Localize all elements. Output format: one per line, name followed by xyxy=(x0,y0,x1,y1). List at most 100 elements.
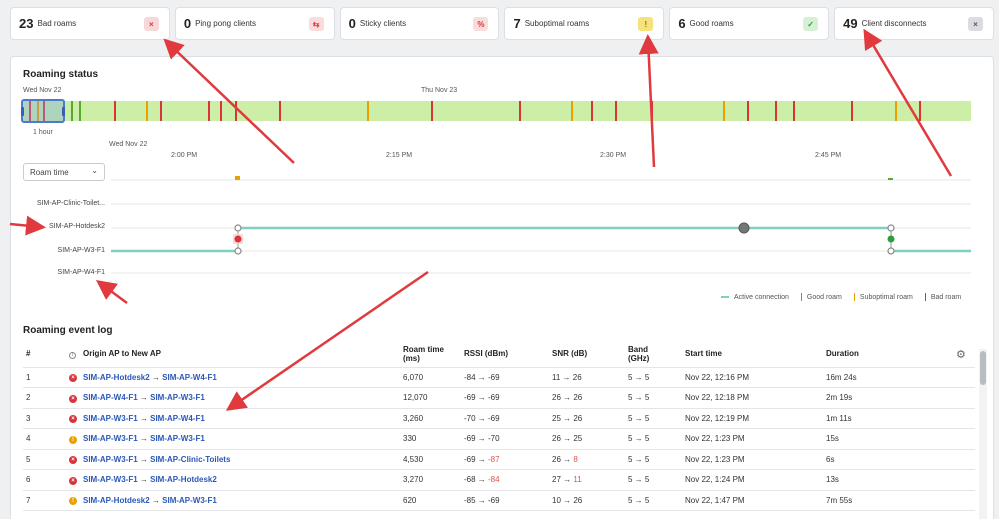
start-time-value: Nov 22, 12:16 PM xyxy=(685,367,826,388)
origin-ap-link[interactable]: SIM-AP-W3-F1 xyxy=(83,454,138,464)
roam-time-value: 4,530 xyxy=(403,449,464,470)
scrollbar-thumb[interactable] xyxy=(980,351,986,385)
event-log-table: # i Origin AP to New AP Roam time (ms) RS… xyxy=(23,341,975,511)
time-tick: 2:15 PM xyxy=(386,152,413,159)
legend-bad: Bad roam xyxy=(924,293,961,301)
table-row[interactable]: 3 × SIM-AP-W3-F1 → SIM-AP-W4-F1 3,260 -70 → … xyxy=(23,408,975,429)
timeline-window-selector[interactable] xyxy=(21,99,65,123)
snr-value: 26 → 8 xyxy=(552,449,628,470)
stat-card-sticky[interactable]: 0 Sticky clients % xyxy=(339,7,500,40)
new-ap-link[interactable]: SIM-AP-W3-F1 xyxy=(150,393,205,403)
col-num[interactable]: # xyxy=(23,341,69,368)
band-value: 5 → 5 xyxy=(628,408,685,429)
warning-icon: ! xyxy=(638,17,654,31)
rssi-value: -85 → -69 xyxy=(464,490,552,511)
time-tick: 2:00 PM xyxy=(171,152,198,159)
col-duration[interactable]: Duration xyxy=(826,341,975,368)
ap-transition[interactable]: SIM-AP-W3-F1 → SIM-AP-Hotdesk2 xyxy=(83,469,403,491)
error-icon: × xyxy=(69,408,83,429)
snr-value: 25 → 26 xyxy=(552,408,628,429)
start-time-value: Nov 22, 12:19 PM xyxy=(685,408,826,429)
row-num: 2 xyxy=(23,387,69,409)
stat-count: 0 xyxy=(183,16,192,31)
origin-ap-link[interactable]: SIM-AP-Hotdesk2 xyxy=(83,372,150,382)
snr-value: 26 → 26 xyxy=(552,387,628,409)
stat-label: Good roams xyxy=(689,19,734,28)
error-icon: × xyxy=(69,469,83,491)
start-time-value: Nov 22, 12:18 PM xyxy=(685,387,826,409)
stat-count: 6 xyxy=(678,16,686,31)
overview-timeline[interactable] xyxy=(23,101,971,121)
band-value: 5 → 5 xyxy=(628,387,685,409)
roam-time-value: 3,260 xyxy=(403,408,464,429)
disconnect-icon: × xyxy=(967,17,983,31)
gear-icon[interactable]: ⚙ xyxy=(956,349,966,361)
origin-ap-link[interactable]: SIM-AP-W3-F1 xyxy=(83,413,138,423)
col-ap[interactable]: Origin AP to New AP xyxy=(83,341,403,368)
overview-date-left: Wed Nov 22 xyxy=(23,87,62,94)
snr-value: 27 → 11 xyxy=(552,469,628,491)
warning-icon: ! xyxy=(69,490,83,511)
new-ap-link[interactable]: SIM-AP-W4-F1 xyxy=(150,413,205,423)
ap-transition[interactable]: SIM-AP-W3-F1 → SIM-AP-W3-F1 xyxy=(83,428,403,450)
col-rssi[interactable]: RSSI (dBm) xyxy=(464,341,552,368)
new-ap-link[interactable]: SIM-AP-W3-F1 xyxy=(150,434,205,444)
info-icon[interactable]: i xyxy=(69,341,83,368)
suboptimal-roam-marker xyxy=(235,176,240,180)
band-value: 5 → 5 xyxy=(628,490,685,511)
ap-transition[interactable]: SIM-AP-W3-F1 → SIM-AP-W4-F1 xyxy=(83,408,403,429)
stat-count: 23 xyxy=(19,16,34,31)
table-row[interactable]: 6 × SIM-AP-W3-F1 → SIM-AP-Hotdesk2 3,270 -68… xyxy=(23,469,975,491)
band-value: 5 → 5 xyxy=(628,367,685,388)
table-header-row: # i Origin AP to New AP Roam time (ms) RS… xyxy=(23,341,975,368)
legend-good: Good roam xyxy=(800,293,842,301)
annotation-arrow xyxy=(163,38,295,164)
stat-card-bad-roams[interactable]: 23 Bad roams × xyxy=(10,7,170,40)
stat-card-ping-pong[interactable]: 0 Ping pong clients ⇆ xyxy=(174,7,335,40)
suboptimal-roam-mark xyxy=(146,101,148,121)
origin-ap-link[interactable]: SIM-AP-W3-F1 xyxy=(83,475,138,485)
new-ap-link[interactable]: SIM-AP-W3-F1 xyxy=(162,495,217,505)
good-roam-marker xyxy=(888,178,893,180)
table-row[interactable]: 4! SIM-AP-W3-F1 → SIM-AP-W3-F1 330 -69 → -7… xyxy=(23,428,975,450)
window-right-handle[interactable] xyxy=(62,107,65,116)
annotation-arrow xyxy=(225,270,429,411)
good-roam-mark xyxy=(71,101,73,121)
origin-ap-link[interactable]: SIM-AP-Hotdesk2 xyxy=(83,495,150,505)
stat-card-disconnects[interactable]: 49 Client disconnects × xyxy=(834,7,994,40)
new-ap-link[interactable]: SIM-AP-Hotdesk2 xyxy=(150,475,217,485)
col-roam-time[interactable]: Roam time (ms) xyxy=(403,341,464,368)
error-icon: × xyxy=(69,449,83,470)
dropdown-value: Roam time xyxy=(30,167,69,177)
ap-transition[interactable]: SIM-AP-W3-F1 → SIM-AP-Clinic-Toilets xyxy=(83,449,403,470)
bad-roam-mark xyxy=(43,101,45,121)
table-row[interactable]: 1 × SIM-AP-Hotdesk2 → SIM-AP-W4-F1 6,070 -84… xyxy=(23,367,975,388)
warning-icon: ! xyxy=(69,428,83,450)
stat-card-good[interactable]: 6 Good roams ✓ xyxy=(669,7,830,40)
scrollbar[interactable] xyxy=(979,349,987,519)
chart-legend: Active connection Good roam Suboptimal r… xyxy=(721,293,961,301)
stat-card-suboptimal[interactable]: 7 Suboptimal roams ! xyxy=(504,7,665,40)
metric-dropdown[interactable]: Roam time ⌄ xyxy=(23,163,105,181)
ap-transition[interactable]: SIM-AP-Hotdesk2 → SIM-AP-W4-F1 xyxy=(83,367,403,388)
origin-ap-link[interactable]: SIM-AP-W3-F1 xyxy=(83,434,138,444)
ap-transition[interactable]: SIM-AP-Hotdesk2 → SIM-AP-W3-F1 xyxy=(83,490,403,511)
bad-roam-mark xyxy=(851,101,853,121)
table-row[interactable]: 2 × SIM-AP-W4-F1 → SIM-AP-W3-F1 12,070 -69 →… xyxy=(23,387,975,409)
origin-ap-link[interactable]: SIM-AP-W4-F1 xyxy=(83,393,138,403)
row-num: 5 xyxy=(23,449,69,470)
start-time-value: Nov 22, 1:47 PM xyxy=(685,490,826,511)
rssi-value: -69 → -87 xyxy=(464,449,552,470)
col-start-time[interactable]: Start time xyxy=(685,341,826,368)
col-band[interactable]: Band (GHz) xyxy=(628,341,685,368)
row-num: 1 xyxy=(23,367,69,388)
sticky-icon: % xyxy=(473,17,489,31)
bad-roam-mark xyxy=(793,101,795,121)
window-left-handle[interactable] xyxy=(21,107,24,116)
table-row[interactable]: 5 × SIM-AP-W3-F1 → SIM-AP-Clinic-Toilets 4,… xyxy=(23,449,975,470)
detail-date: Wed Nov 22 xyxy=(109,141,148,148)
table-row[interactable]: 7! SIM-AP-Hotdesk2 → SIM-AP-W3-F1 620 -85 →… xyxy=(23,490,975,511)
new-ap-link[interactable]: SIM-AP-Clinic-Toilets xyxy=(150,454,231,464)
new-ap-link[interactable]: SIM-AP-W4-F1 xyxy=(162,372,217,382)
col-snr[interactable]: SNR (dB) xyxy=(552,341,628,368)
